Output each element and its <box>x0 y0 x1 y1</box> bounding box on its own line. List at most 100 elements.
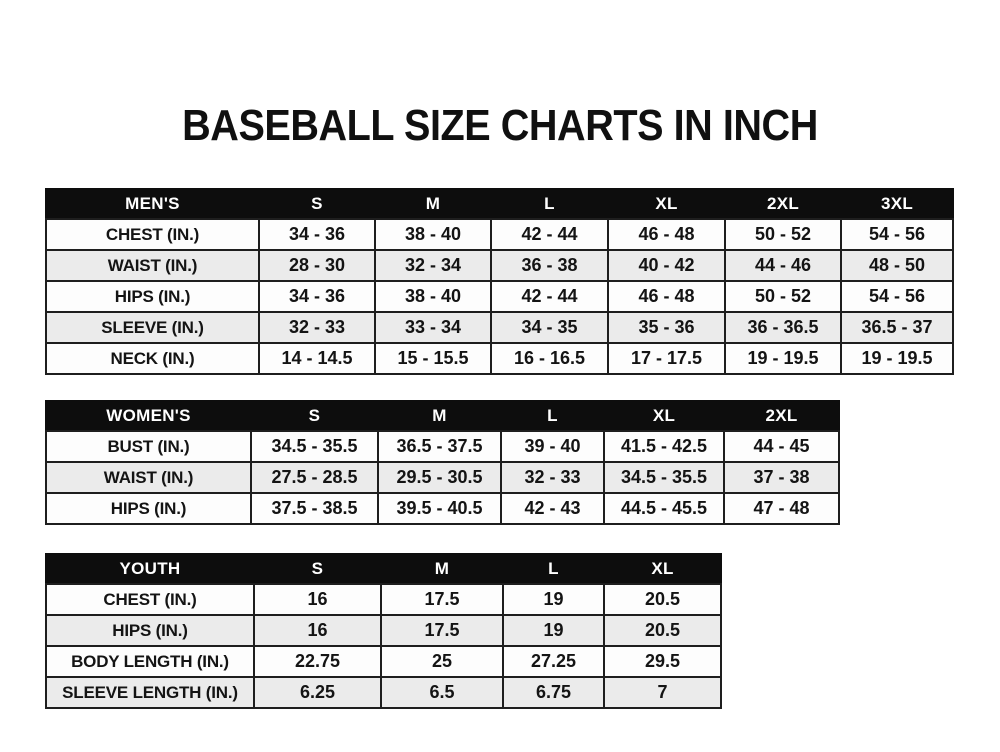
size-value-cell: 39.5 - 40.5 <box>377 492 502 525</box>
measurement-row-label: CHEST (IN.) <box>45 583 255 616</box>
size-column-header: S <box>253 553 382 585</box>
table-row: WAIST (IN.) 28 - 30 32 - 34 36 - 38 40 - 42 4… <box>45 249 954 282</box>
table-row: HIPS (IN.) 34 - 36 38 - 40 42 - 44 46 - 48 50… <box>45 280 954 313</box>
size-value-cell: 36.5 - 37.5 <box>377 430 502 463</box>
size-value-cell: 46 - 48 <box>607 280 726 313</box>
size-value-cell: 37 - 38 <box>723 461 840 494</box>
size-value-cell: 16 - 16.5 <box>490 342 609 375</box>
size-column-header: S <box>250 400 379 432</box>
size-column-header: L <box>502 553 605 585</box>
youth-size-table: YOUTH S M L XL CHEST (IN.) 16 17.5 19 20.5 HIPS (… <box>45 553 722 709</box>
size-value-cell: 19 <box>502 583 605 616</box>
youth-header-row: YOUTH S M L XL <box>45 553 722 585</box>
size-value-cell: 44.5 - 45.5 <box>603 492 725 525</box>
womens-size-table: WOMEN'S S M L XL 2XL BUST (IN.) 34.5 - 35.5 36.… <box>45 400 840 525</box>
measurement-row-label: WAIST (IN.) <box>45 461 252 494</box>
size-value-cell: 34.5 - 35.5 <box>603 461 725 494</box>
table-row: SLEEVE LENGTH (IN.) 6.25 6.5 6.75 7 <box>45 676 722 709</box>
size-value-cell: 34 - 35 <box>490 311 609 344</box>
table-row: CHEST (IN.) 34 - 36 38 - 40 42 - 44 46 - 48 5… <box>45 218 954 251</box>
size-value-cell: 16 <box>253 583 382 616</box>
size-value-cell: 36.5 - 37 <box>840 311 954 344</box>
measurement-row-label: CHEST (IN.) <box>45 218 260 251</box>
size-column-header: S <box>258 188 376 220</box>
size-value-cell: 33 - 34 <box>374 311 492 344</box>
measurement-row-label: WAIST (IN.) <box>45 249 260 282</box>
size-value-cell: 36 - 36.5 <box>724 311 842 344</box>
size-value-cell: 17.5 <box>380 583 504 616</box>
mens-header-row: MEN'S S M L XL 2XL 3XL <box>45 188 954 220</box>
size-value-cell: 15 - 15.5 <box>374 342 492 375</box>
measurement-row-label: HIPS (IN.) <box>45 280 260 313</box>
size-value-cell: 42 - 44 <box>490 280 609 313</box>
size-value-cell: 27.5 - 28.5 <box>250 461 379 494</box>
size-value-cell: 27.25 <box>502 645 605 678</box>
size-value-cell: 20.5 <box>603 583 722 616</box>
size-value-cell: 32 - 34 <box>374 249 492 282</box>
measurement-row-label: NECK (IN.) <box>45 342 260 375</box>
table-row: SLEEVE (IN.) 32 - 33 33 - 34 34 - 35 35 - 36… <box>45 311 954 344</box>
size-column-header: 3XL <box>840 188 954 220</box>
size-value-cell: 34 - 36 <box>258 280 376 313</box>
size-value-cell: 17.5 <box>380 614 504 647</box>
measurement-row-label: BODY LENGTH (IN.) <box>45 645 255 678</box>
size-value-cell: 35 - 36 <box>607 311 726 344</box>
mens-size-table: MEN'S S M L XL 2XL 3XL CHEST (IN.) 34 - 36 38 - … <box>45 188 954 375</box>
size-value-cell: 19 <box>502 614 605 647</box>
size-value-cell: 34.5 - 35.5 <box>250 430 379 463</box>
size-value-cell: 50 - 52 <box>724 280 842 313</box>
size-value-cell: 32 - 33 <box>500 461 605 494</box>
youth-table-title: YOUTH <box>45 553 255 585</box>
size-value-cell: 7 <box>603 676 722 709</box>
size-value-cell: 17 - 17.5 <box>607 342 726 375</box>
table-row: BUST (IN.) 34.5 - 35.5 36.5 - 37.5 39 - 40 4… <box>45 430 840 463</box>
size-value-cell: 19 - 19.5 <box>724 342 842 375</box>
size-value-cell: 54 - 56 <box>840 218 954 251</box>
size-value-cell: 42 - 44 <box>490 218 609 251</box>
size-value-cell: 47 - 48 <box>723 492 840 525</box>
size-value-cell: 42 - 43 <box>500 492 605 525</box>
size-value-cell: 6.25 <box>253 676 382 709</box>
table-row: BODY LENGTH (IN.) 22.75 25 27.25 29.5 <box>45 645 722 678</box>
size-value-cell: 32 - 33 <box>258 311 376 344</box>
size-column-header: L <box>500 400 605 432</box>
size-value-cell: 25 <box>380 645 504 678</box>
size-value-cell: 16 <box>253 614 382 647</box>
size-column-header: 2XL <box>724 188 842 220</box>
size-value-cell: 6.5 <box>380 676 504 709</box>
measurement-row-label: SLEEVE (IN.) <box>45 311 260 344</box>
measurement-row-label: SLEEVE LENGTH (IN.) <box>45 676 255 709</box>
size-value-cell: 38 - 40 <box>374 280 492 313</box>
size-column-header: M <box>374 188 492 220</box>
size-value-cell: 20.5 <box>603 614 722 647</box>
table-row: NECK (IN.) 14 - 14.5 15 - 15.5 16 - 16.5 17 … <box>45 342 954 375</box>
size-value-cell: 41.5 - 42.5 <box>603 430 725 463</box>
size-column-header: 2XL <box>723 400 840 432</box>
womens-table-title: WOMEN'S <box>45 400 252 432</box>
size-value-cell: 50 - 52 <box>724 218 842 251</box>
page-title: BASEBALL SIZE CHARTS IN INCH <box>182 101 818 151</box>
size-value-cell: 44 - 46 <box>724 249 842 282</box>
womens-header-row: WOMEN'S S M L XL 2XL <box>45 400 840 432</box>
size-column-header: M <box>377 400 502 432</box>
size-value-cell: 28 - 30 <box>258 249 376 282</box>
measurement-row-label: HIPS (IN.) <box>45 492 252 525</box>
mens-table-title: MEN'S <box>45 188 260 220</box>
size-value-cell: 37.5 - 38.5 <box>250 492 379 525</box>
table-row: WAIST (IN.) 27.5 - 28.5 29.5 - 30.5 32 - 33… <box>45 461 840 494</box>
size-column-header: XL <box>603 553 722 585</box>
size-value-cell: 36 - 38 <box>490 249 609 282</box>
size-column-header: M <box>380 553 504 585</box>
size-value-cell: 46 - 48 <box>607 218 726 251</box>
size-value-cell: 14 - 14.5 <box>258 342 376 375</box>
measurement-row-label: HIPS (IN.) <box>45 614 255 647</box>
size-value-cell: 34 - 36 <box>258 218 376 251</box>
size-value-cell: 38 - 40 <box>374 218 492 251</box>
size-value-cell: 29.5 - 30.5 <box>377 461 502 494</box>
size-column-header: XL <box>603 400 725 432</box>
size-value-cell: 48 - 50 <box>840 249 954 282</box>
measurement-row-label: BUST (IN.) <box>45 430 252 463</box>
size-value-cell: 44 - 45 <box>723 430 840 463</box>
table-row: HIPS (IN.) 16 17.5 19 20.5 <box>45 614 722 647</box>
table-row: HIPS (IN.) 37.5 - 38.5 39.5 - 40.5 42 - 43 4… <box>45 492 840 525</box>
